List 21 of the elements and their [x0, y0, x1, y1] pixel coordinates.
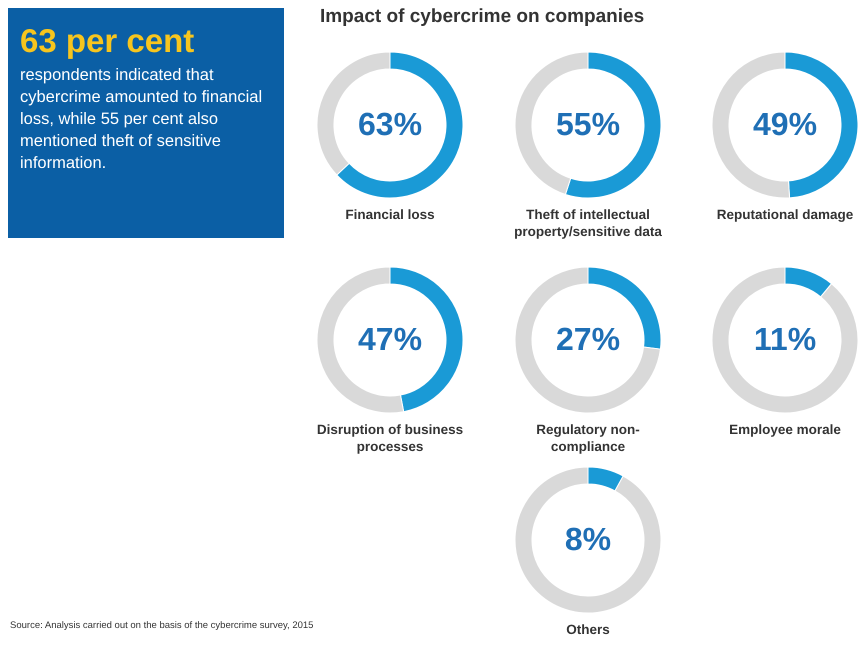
- data-label: 63%: [358, 106, 422, 142]
- donut-slice: [514, 266, 661, 414]
- data-label: 8%: [564, 521, 612, 557]
- text: 63 per cent: [20, 22, 196, 60]
- source-note: Source: Analysis carried out on the basis of the cybercrime survey, 2015: [10, 620, 314, 631]
- text: respondents indicated that cybercrime amounted to financial loss, while 55 per cent also mentioned theft of sensitive information.: [20, 65, 264, 174]
- text: Impact of cybercrime on companies: [320, 6, 644, 28]
- text: Regulatory non-compliance: [536, 422, 640, 454]
- text: Theft of intellectual property/sensitive data: [514, 207, 662, 239]
- text: Financial loss: [345, 207, 435, 222]
- data-label: 55%: [556, 106, 620, 142]
- text: Others: [566, 622, 610, 637]
- text: Disruption of business processes: [316, 422, 464, 454]
- text: Reputational damage: [716, 207, 854, 222]
- data-label: 49%: [752, 106, 818, 142]
- text: Employee morale: [729, 422, 842, 437]
- data-label: 11%: [754, 321, 816, 357]
- donut-slice: [514, 466, 662, 614]
- data-label: 47%: [358, 321, 422, 357]
- data-label: 27%: [556, 321, 620, 357]
- donut-slice: [712, 266, 858, 414]
